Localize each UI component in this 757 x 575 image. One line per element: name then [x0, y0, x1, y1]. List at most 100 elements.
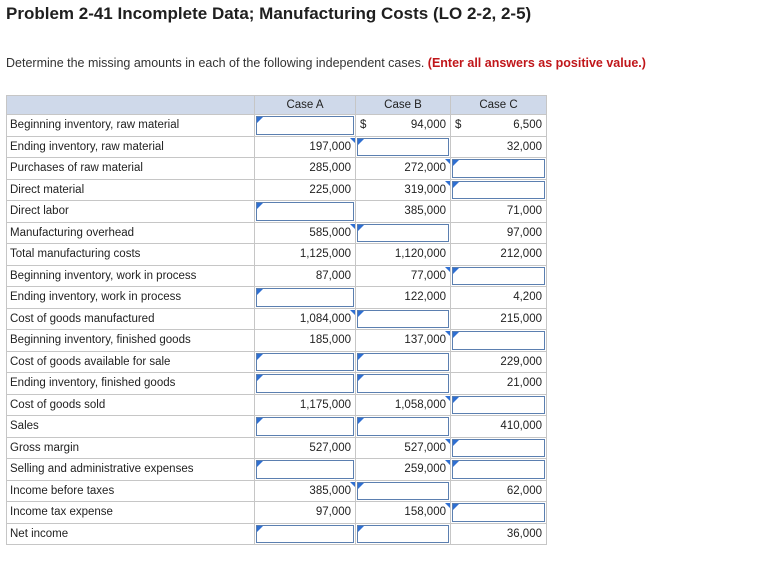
case-a-cell[interactable]	[254, 522, 356, 545]
value-wrap: $6,500	[452, 115, 546, 135]
case-a-cell[interactable]	[254, 415, 356, 438]
adjacent-input-marker-icon	[445, 438, 450, 445]
case-b-cell[interactable]	[355, 221, 451, 244]
answer-input-case-c[interactable]	[452, 503, 545, 522]
case-b-cell: 137,000	[355, 329, 451, 352]
answer-input-case-c[interactable]	[452, 460, 545, 479]
case-a-cell[interactable]	[254, 200, 356, 223]
case-a-cell[interactable]	[254, 286, 356, 309]
answer-input-case-b[interactable]	[357, 481, 449, 500]
answer-input-case-c[interactable]	[452, 438, 545, 457]
case-c-cell[interactable]	[450, 458, 547, 481]
value-wrap: 285,000	[256, 158, 355, 178]
answer-input-case-c[interactable]	[452, 331, 545, 350]
case-b-cell[interactable]	[355, 350, 451, 373]
row-label: Ending inventory, work in process	[6, 286, 255, 309]
answer-input-case-a[interactable]	[256, 524, 354, 543]
value-wrap: 527,000	[357, 438, 450, 458]
cell-value: 122,000	[404, 291, 446, 304]
case-a-cell[interactable]	[254, 372, 356, 395]
case-c-cell[interactable]	[450, 264, 547, 287]
case-a-cell[interactable]	[254, 458, 356, 481]
answer-input-case-b[interactable]	[357, 417, 449, 436]
case-c-cell: 32,000	[450, 135, 547, 158]
answer-input-case-a[interactable]	[256, 288, 354, 307]
case-c-cell: 212,000	[450, 243, 547, 266]
case-b-cell[interactable]	[355, 479, 451, 502]
case-a-cell: 285,000	[254, 157, 356, 180]
value-wrap: 87,000	[256, 266, 355, 286]
answer-input-case-a[interactable]	[256, 202, 354, 221]
cell-value: 527,000	[309, 441, 351, 454]
value-wrap: 585,000	[256, 223, 355, 243]
cell-value: 259,000	[404, 463, 446, 476]
answer-input-case-a[interactable]	[256, 116, 354, 135]
answer-input-case-b[interactable]	[357, 524, 449, 543]
answer-input-case-b[interactable]	[357, 309, 449, 328]
row-label: Beginning inventory, finished goods	[6, 329, 255, 352]
case-c-cell[interactable]	[450, 501, 547, 524]
answer-input-case-a[interactable]	[256, 460, 354, 479]
value-wrap: 4,200	[452, 287, 546, 307]
cell-value: 229,000	[500, 355, 542, 368]
case-c-cell: 215,000	[450, 307, 547, 330]
answer-input-case-a[interactable]	[256, 352, 354, 371]
value-wrap: 385,000	[357, 201, 450, 221]
case-b-cell[interactable]	[355, 372, 451, 395]
answer-input-case-b[interactable]	[357, 223, 449, 242]
case-c-cell[interactable]	[450, 157, 547, 180]
cell-value: 527,000	[404, 441, 446, 454]
table-row: Beginning inventory, raw material $94,000…	[6, 114, 547, 137]
table-row: Cost of goods sold 1,175,000 1,058,000	[6, 393, 547, 416]
value-wrap: 36,000	[452, 524, 546, 544]
case-a-cell[interactable]	[254, 350, 356, 373]
row-label: Total manufacturing costs	[6, 243, 255, 266]
cell-value: 185,000	[309, 334, 351, 347]
cell-value: 197,000	[309, 140, 351, 153]
answer-input-case-b[interactable]	[357, 374, 449, 393]
table-row: Gross margin 527,000 527,000	[6, 436, 547, 459]
case-c-cell[interactable]	[450, 436, 547, 459]
header-label-blank	[6, 95, 255, 115]
case-a-cell: 1,084,000	[254, 307, 356, 330]
table-row: Cost of goods manufactured 1,084,000 215,0…	[6, 307, 547, 330]
case-c-cell[interactable]	[450, 178, 547, 201]
cell-value: 62,000	[506, 484, 542, 497]
answer-input-case-b[interactable]	[357, 137, 449, 156]
value-wrap: 385,000	[256, 481, 355, 501]
case-b-cell[interactable]	[355, 307, 451, 330]
answer-input-case-a[interactable]	[256, 417, 354, 436]
row-label: Income tax expense	[6, 501, 255, 524]
case-b-cell: 527,000	[355, 436, 451, 459]
value-wrap: 410,000	[452, 416, 546, 436]
adjacent-input-marker-icon	[350, 223, 355, 230]
currency-symbol: $	[455, 119, 462, 132]
answer-input-case-c[interactable]	[452, 395, 545, 414]
answer-input-case-a[interactable]	[256, 374, 354, 393]
case-a-cell[interactable]	[254, 114, 356, 137]
case-c-cell: 410,000	[450, 415, 547, 438]
value-wrap: 1,084,000	[256, 309, 355, 329]
case-c-cell[interactable]	[450, 393, 547, 416]
case-c-cell: 4,200	[450, 286, 547, 309]
case-c-cell[interactable]	[450, 329, 547, 352]
table-row: Sales 410,000	[6, 415, 547, 438]
table-row: Beginning inventory, finished goods 185,0…	[6, 329, 547, 352]
case-c-cell: 62,000	[450, 479, 547, 502]
case-b-cell[interactable]	[355, 415, 451, 438]
answer-input-case-c[interactable]	[452, 159, 545, 178]
case-b-cell: 158,000	[355, 501, 451, 524]
row-label: Direct material	[6, 178, 255, 201]
table-row: Selling and administrative expenses 259,0…	[6, 458, 547, 481]
case-b-cell: 319,000	[355, 178, 451, 201]
value-wrap: 71,000	[452, 201, 546, 221]
case-a-cell: 97,000	[254, 501, 356, 524]
answer-input-case-b[interactable]	[357, 352, 449, 371]
case-b-cell[interactable]	[355, 522, 451, 545]
answer-input-case-c[interactable]	[452, 266, 545, 285]
answer-input-case-c[interactable]	[452, 180, 545, 199]
case-b-cell[interactable]	[355, 135, 451, 158]
input-flag-icon	[257, 353, 263, 360]
value-wrap: 229,000	[452, 352, 546, 372]
input-flag-icon	[453, 461, 459, 467]
